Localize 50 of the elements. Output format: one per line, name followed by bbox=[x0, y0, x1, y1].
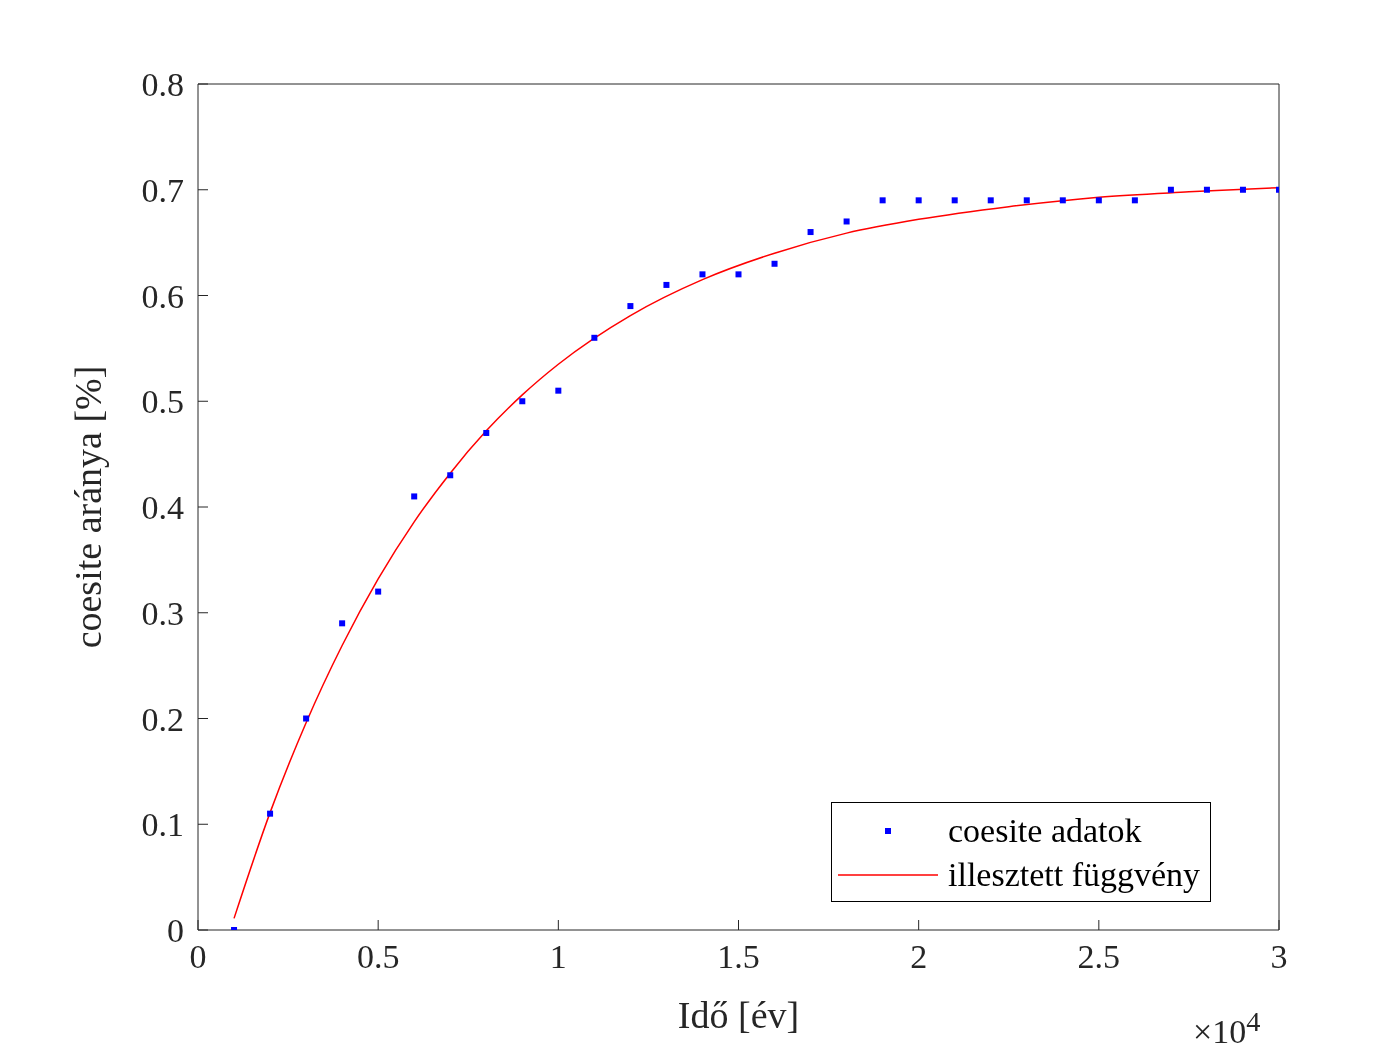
point bbox=[807, 229, 814, 236]
y-tick-label: 0.2 bbox=[141, 700, 184, 738]
x-tick-label: 0 bbox=[189, 938, 207, 976]
y-tick-label: 0.5 bbox=[141, 383, 184, 421]
point bbox=[483, 429, 490, 436]
y-axis-title: coesite aránya [%] bbox=[67, 365, 110, 649]
point bbox=[411, 493, 418, 500]
point bbox=[303, 715, 310, 722]
point bbox=[663, 281, 670, 288]
x-tick-label: 1.5 bbox=[717, 938, 760, 976]
point bbox=[915, 197, 922, 204]
x-axis-title: Idő [év] bbox=[677, 994, 800, 1036]
point bbox=[879, 197, 886, 204]
y-tick-label: 0.4 bbox=[141, 489, 184, 527]
legend-label: coesite adatok bbox=[948, 812, 1142, 850]
x-tick-label: 2 bbox=[910, 938, 928, 976]
point bbox=[951, 197, 958, 204]
point bbox=[519, 398, 526, 405]
point bbox=[1239, 186, 1246, 193]
point bbox=[771, 260, 778, 267]
line-series bbox=[233, 186, 1279, 920]
x-tick-label: 2.5 bbox=[1077, 938, 1121, 976]
point bbox=[1131, 197, 1138, 204]
point bbox=[699, 271, 706, 278]
y-tick-label: 0 bbox=[167, 912, 184, 950]
point bbox=[1023, 197, 1030, 204]
text: ×10$^{4}$ bbox=[1193, 1006, 1261, 1047]
legend-label: illesztett függvény bbox=[948, 856, 1201, 894]
point bbox=[987, 197, 994, 204]
y-tick-label: 0.6 bbox=[141, 277, 184, 315]
point bbox=[555, 387, 562, 394]
point bbox=[339, 620, 346, 627]
y-tick-label: 0.3 bbox=[141, 594, 184, 632]
point bbox=[843, 218, 850, 225]
x-tick-label: 0.5 bbox=[356, 938, 400, 976]
point bbox=[1203, 186, 1210, 193]
point bbox=[1095, 197, 1102, 204]
y-tick-label: 0.8 bbox=[141, 66, 184, 104]
x-tick-label: 1 bbox=[549, 938, 567, 976]
point bbox=[735, 271, 742, 278]
point bbox=[627, 303, 634, 310]
y-tick-label: 0.7 bbox=[141, 171, 184, 209]
point bbox=[591, 334, 598, 341]
y-tick-label: 0.1 bbox=[141, 806, 184, 844]
point bbox=[447, 472, 454, 479]
point bbox=[267, 810, 274, 817]
point bbox=[375, 588, 382, 595]
point bbox=[1059, 197, 1066, 204]
x-tick-label: 3 bbox=[1270, 938, 1288, 976]
point bbox=[1167, 186, 1174, 193]
